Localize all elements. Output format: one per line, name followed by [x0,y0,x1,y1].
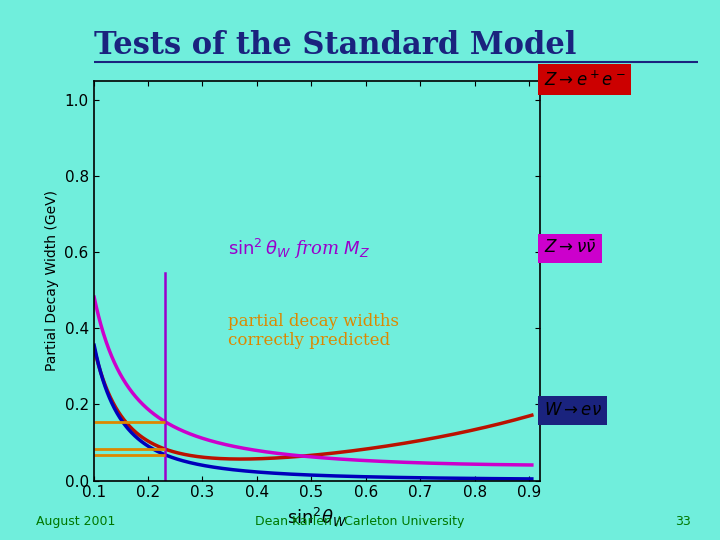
Text: August 2001: August 2001 [36,515,115,528]
X-axis label: sin$^2\theta_W$: sin$^2\theta_W$ [287,506,347,529]
Text: partial decay widths
correctly predicted: partial decay widths correctly predicted [228,313,399,349]
Text: $Z \rightarrow \nu\bar{\nu}$: $Z \rightarrow \nu\bar{\nu}$ [544,240,596,257]
Text: $Z \rightarrow e^+e^-$: $Z \rightarrow e^+e^-$ [544,70,626,90]
Text: Dean Karlen / Carleton University: Dean Karlen / Carleton University [256,515,464,528]
Text: 33: 33 [675,515,691,528]
Text: $\sin^2\theta_W$ from $M_Z$: $\sin^2\theta_W$ from $M_Z$ [228,237,370,261]
Text: $W \rightarrow e\nu$: $W \rightarrow e\nu$ [544,402,601,419]
Y-axis label: Partial Decay Width (GeV): Partial Decay Width (GeV) [45,190,59,372]
Text: Tests of the Standard Model: Tests of the Standard Model [94,30,576,60]
